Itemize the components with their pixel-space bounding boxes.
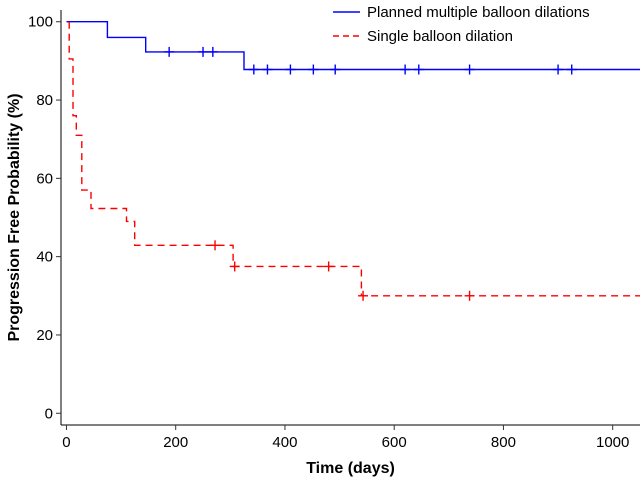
y-tick-label: 20 — [36, 327, 53, 344]
censor-mark-1 — [358, 290, 369, 301]
censor-mark-1 — [229, 261, 240, 272]
x-tick-label: 1000 — [596, 434, 629, 451]
plot-area — [66, 21, 640, 301]
censor-mark-1 — [210, 240, 221, 251]
censor-mark-0 — [198, 46, 209, 57]
x-tick-label: 0 — [62, 434, 70, 451]
series-line-1 — [68, 21, 640, 297]
censor-mark-1 — [323, 261, 334, 272]
x-tick-label: 400 — [272, 434, 297, 451]
censor-mark-1 — [464, 290, 475, 301]
censor-mark-0 — [248, 64, 259, 75]
y-axis-title: Progression Free Probability (%) — [6, 93, 23, 341]
x-axis-title: Time (days) — [306, 460, 395, 477]
censor-mark-0 — [413, 64, 424, 75]
x-tick-label: 800 — [491, 434, 516, 451]
y-tick-label: 100 — [28, 14, 53, 31]
censor-mark-0 — [207, 46, 218, 57]
y-tick-label: 40 — [36, 249, 53, 266]
censor-mark-0 — [285, 64, 296, 75]
censor-mark-0 — [464, 64, 475, 75]
censor-mark-0 — [400, 64, 411, 75]
legend-label-0: Planned multiple balloon dilations — [367, 4, 590, 21]
x-tick-label: 600 — [382, 434, 407, 451]
series-line-0 — [66, 21, 640, 71]
censor-mark-0 — [566, 64, 577, 75]
censor-mark-0 — [164, 46, 175, 57]
censor-mark-0 — [330, 64, 341, 75]
censor-mark-0 — [553, 64, 564, 75]
legend: Planned multiple balloon dilations Single… — [333, 4, 590, 45]
censor-mark-0 — [308, 64, 319, 75]
y-tick-label: 80 — [36, 92, 53, 109]
y-tick-label: 0 — [45, 405, 53, 422]
y-tick-label: 60 — [36, 170, 53, 187]
censor-mark-0 — [262, 64, 273, 75]
x-tick-label: 200 — [163, 434, 188, 451]
legend-label-1: Single balloon dilation — [367, 28, 513, 45]
